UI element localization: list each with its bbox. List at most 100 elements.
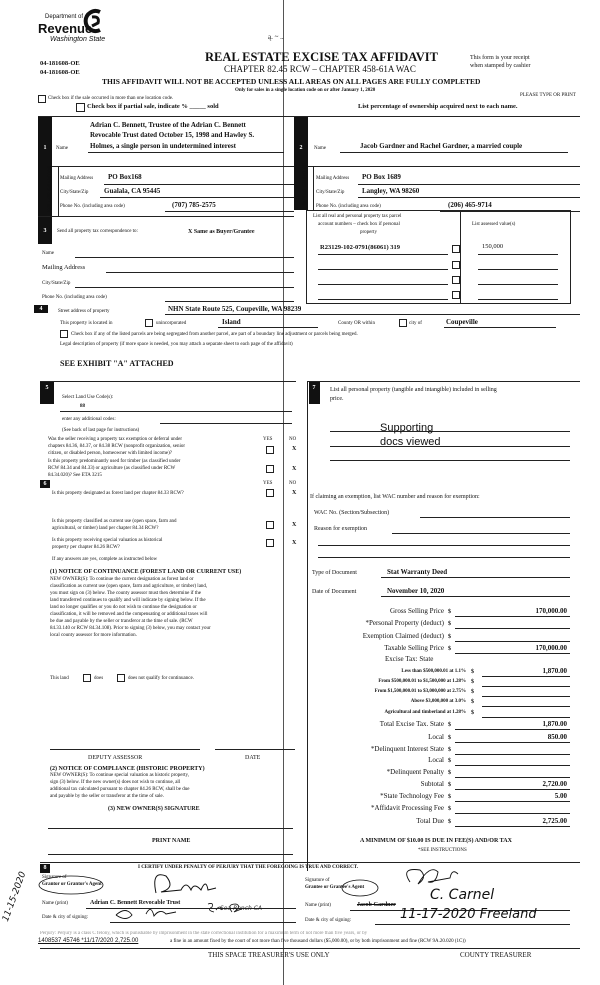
grantee-sig-label: Grantee or Grantee's Agent xyxy=(305,885,365,890)
form-code: 04-181608-OE xyxy=(40,69,80,76)
see-instructions: *SEE INSTRUCTIONS xyxy=(418,848,467,853)
currency-symbol: $ xyxy=(448,758,451,764)
certify-statement: I CERTIFY UNDER PENALTY OF PERJURY THAT … xyxy=(138,865,359,870)
buyer-mailing: PO Box 1689 xyxy=(362,173,401,181)
amount-field-line xyxy=(455,765,570,766)
currency-symbol: $ xyxy=(448,747,451,753)
only-for-note: Only for sales in a single location code… xyxy=(235,88,376,93)
section-number: 5 xyxy=(42,383,52,391)
question-text: Is this property receiving special valua… xyxy=(52,538,163,543)
buyer-mailing-label: Mailing Address xyxy=(316,176,350,181)
buyer-city-label: City/State/Zip xyxy=(316,190,345,195)
within-city-checkbox[interactable] xyxy=(399,319,407,327)
does-not-label: does not qualify for continuance. xyxy=(128,676,194,681)
seller-name: Holmes, a single person in undetermined … xyxy=(90,142,236,150)
doc-date-label: Date of Document xyxy=(312,589,357,595)
wac-label: WAC No. (Section/Subsection) xyxy=(314,510,390,516)
assessed-value: 150,000 xyxy=(482,243,504,250)
question-text: Is this property designated as forest la… xyxy=(52,491,184,496)
personal-property-checkbox[interactable] xyxy=(452,276,460,284)
tax-row-label: From $500,000.01 to $1,500,000 at 1.28% xyxy=(378,679,466,684)
tax-amount: 5.00 xyxy=(554,792,567,800)
yes-header: YES xyxy=(263,437,273,442)
divider xyxy=(38,116,580,117)
minimum-note: A MINIMUM OF $10.00 IS DUE IN FEE(S) AND… xyxy=(360,838,512,844)
yes-checkbox[interactable] xyxy=(266,521,274,529)
currency-symbol: $ xyxy=(471,669,474,675)
yes-checkbox[interactable] xyxy=(266,465,274,473)
logo-text: Revenue xyxy=(38,21,93,36)
corr-name-label: Name xyxy=(42,251,54,256)
seller-name: Revocable Trust dated October 15, 1998 a… xyxy=(90,131,255,139)
legal-description: SEE EXHIBIT "A" ATTACHED xyxy=(60,359,174,368)
personal-property-checkbox[interactable] xyxy=(452,291,460,299)
perjury-note: a fine in an amount fixed by the court o… xyxy=(170,939,466,944)
personal-property-label: List all personal property (tangible and… xyxy=(330,387,497,393)
unincorporated-checkbox[interactable] xyxy=(145,319,153,327)
tax-amount: 2,720.00 xyxy=(542,780,568,788)
seller-mailing: PO Box168 xyxy=(108,173,142,181)
question-text: chapters 84.36, 84.37, or 84.38 RCW (non… xyxy=(48,444,186,449)
currency-symbol: $ xyxy=(448,646,451,652)
grantor-date-handwritten: Sea Ranch CA xyxy=(220,905,263,912)
logo-text: Department of xyxy=(45,14,84,20)
currency-symbol: $ xyxy=(448,794,451,800)
yes-checkbox[interactable] xyxy=(266,446,274,454)
amount-field-line xyxy=(482,686,570,687)
does-label: does xyxy=(94,676,104,681)
tax-row-label: Less than $500,000.01 at 1.1% xyxy=(401,669,466,674)
deputy-assessor-label: DEPUTY ASSESSOR xyxy=(88,755,143,761)
section-number: 3 xyxy=(40,226,50,234)
grantor-signature xyxy=(38,874,245,919)
city-value: Coupeville xyxy=(446,318,478,326)
grantor-name-label: Name (print) xyxy=(42,901,68,906)
amount-field-line xyxy=(455,789,570,790)
question-text: RCW 84.34 and 84.33) or agriculture (as … xyxy=(48,466,176,471)
city-of-label: city of xyxy=(409,321,422,326)
partial-sale-checkbox[interactable] xyxy=(76,103,85,112)
print-name-label: PRINT NAME xyxy=(152,838,191,844)
amount-field-line xyxy=(455,801,570,802)
seller-phone: (707) 785-2575 xyxy=(172,201,216,209)
question-text: agricultural, or timber) land per chapte… xyxy=(52,526,159,531)
personal-property-checkbox[interactable] xyxy=(452,261,460,269)
does-not-qualify-checkbox[interactable] xyxy=(117,674,125,682)
divider xyxy=(58,167,59,216)
seller-city-label: City/State/Zip xyxy=(60,190,89,195)
amount-field-line xyxy=(482,706,570,707)
tax-row-label: From $1,500,000.01 to $3,000,000 at 2.75… xyxy=(374,689,466,694)
multi-location-checkbox[interactable] xyxy=(38,95,46,103)
section-number: 4 xyxy=(36,305,46,312)
tax-row-label: Local xyxy=(428,756,444,764)
does-qualify-checkbox[interactable] xyxy=(83,674,91,682)
multi-location-label: Check box if the sale occurred in more t… xyxy=(48,96,174,101)
doc-type-label: Type of Document xyxy=(312,570,357,576)
question-text: 84.34.020)? See ETA 3215 xyxy=(48,473,102,478)
grantor-date-label: Date & city of signing: xyxy=(42,915,89,920)
seller-name-label: Name xyxy=(56,146,68,151)
currency-symbol: $ xyxy=(471,699,474,705)
amount-field-line xyxy=(482,696,570,697)
doc-date-value: November 10, 2020 xyxy=(387,587,445,595)
form-code: 04-181608-OE xyxy=(40,60,80,67)
yes-checkbox[interactable] xyxy=(266,489,274,497)
this-land-label: This land xyxy=(50,676,69,681)
land-use-value: 88 xyxy=(80,404,85,409)
amount-field-line xyxy=(455,653,570,654)
unincorporated-label: unincorporated xyxy=(156,321,187,326)
tax-amount: 170,000.00 xyxy=(535,644,568,652)
located-label: This property is located in xyxy=(60,321,113,326)
parcel-header: property xyxy=(360,230,377,235)
grantee-signature xyxy=(341,869,459,897)
notice2-title: (2) NOTICE OF COMPLIANCE (HISTORIC PROPE… xyxy=(50,766,205,772)
no-answer-mark: X xyxy=(292,446,297,452)
amount-field-line xyxy=(455,826,570,827)
amount-field-line xyxy=(455,729,570,730)
personal-property-checkbox[interactable] xyxy=(452,245,460,253)
segregated-checkbox[interactable] xyxy=(60,330,68,338)
assessed-header: List assessed value(s) xyxy=(472,222,516,227)
yes-checkbox[interactable] xyxy=(266,539,274,547)
notice1-title: (1) NOTICE OF CONTINUANCE (FOREST LAND O… xyxy=(50,569,242,575)
currency-symbol: $ xyxy=(448,782,451,788)
exemption-label: If claiming an exemption, list WAC numbe… xyxy=(310,494,480,500)
